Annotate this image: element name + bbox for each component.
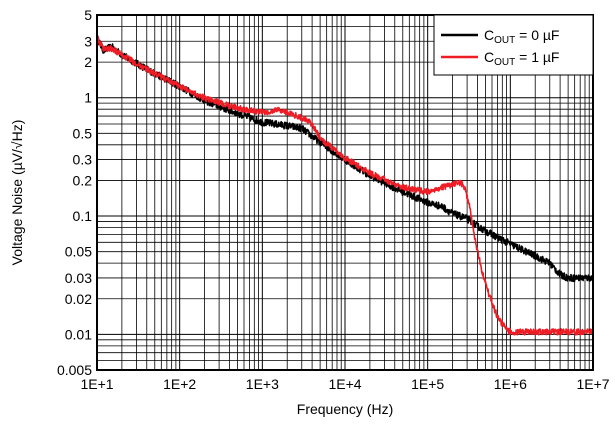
y-tick-label: 1: [84, 90, 92, 106]
series-layer: [96, 35, 594, 336]
x-tick-label: 1E+7: [576, 376, 609, 392]
legend-label-series-1: COUT = 1 µF: [484, 49, 559, 68]
x-tick-label: 1E+3: [246, 376, 279, 392]
y-tick-label: 0.02: [65, 291, 92, 307]
y-tick-label: 2: [84, 54, 92, 70]
y-tick-label: 0.05: [65, 244, 92, 260]
y-tick-label: 0.2: [73, 172, 93, 188]
grid: [97, 15, 593, 370]
legend-box: [433, 14, 594, 76]
x-tick-label: 1E+5: [411, 376, 444, 392]
x-tick-label: 1E+2: [163, 376, 196, 392]
tick-labels: 1E+1 1E+2 1E+3 1E+4 1E+5 1E+6 1E+7 5 3 2 1 0.5 0.3 0.…: [57, 7, 610, 392]
x-tick-label: 1E+1: [80, 376, 113, 392]
y-tick-label: 0.005: [57, 362, 92, 378]
series-line-1: [96, 36, 594, 336]
y-tick-label: 3: [84, 33, 92, 49]
plot-frame: [96, 14, 594, 371]
x-axis-label: Frequency (Hz): [297, 401, 393, 417]
x-tick-label: 1E+4: [328, 376, 361, 392]
y-tick-label: 0.5: [73, 125, 93, 141]
y-tick-label: 0.3: [73, 152, 93, 168]
x-tick-label: 1E+6: [494, 376, 527, 392]
y-tick-label: 0.01: [65, 326, 92, 342]
y-axis-label: Voltage Noise (µV/√Hz): [9, 120, 25, 266]
y-tick-label: 5: [84, 7, 92, 23]
y-tick-label: 0.1: [73, 208, 93, 224]
y-tick-label: 0.03: [65, 270, 92, 286]
legend: COUT = 0 µF COUT = 1 µF: [433, 14, 594, 76]
legend-label-series-0: COUT = 0 µF: [484, 27, 559, 46]
